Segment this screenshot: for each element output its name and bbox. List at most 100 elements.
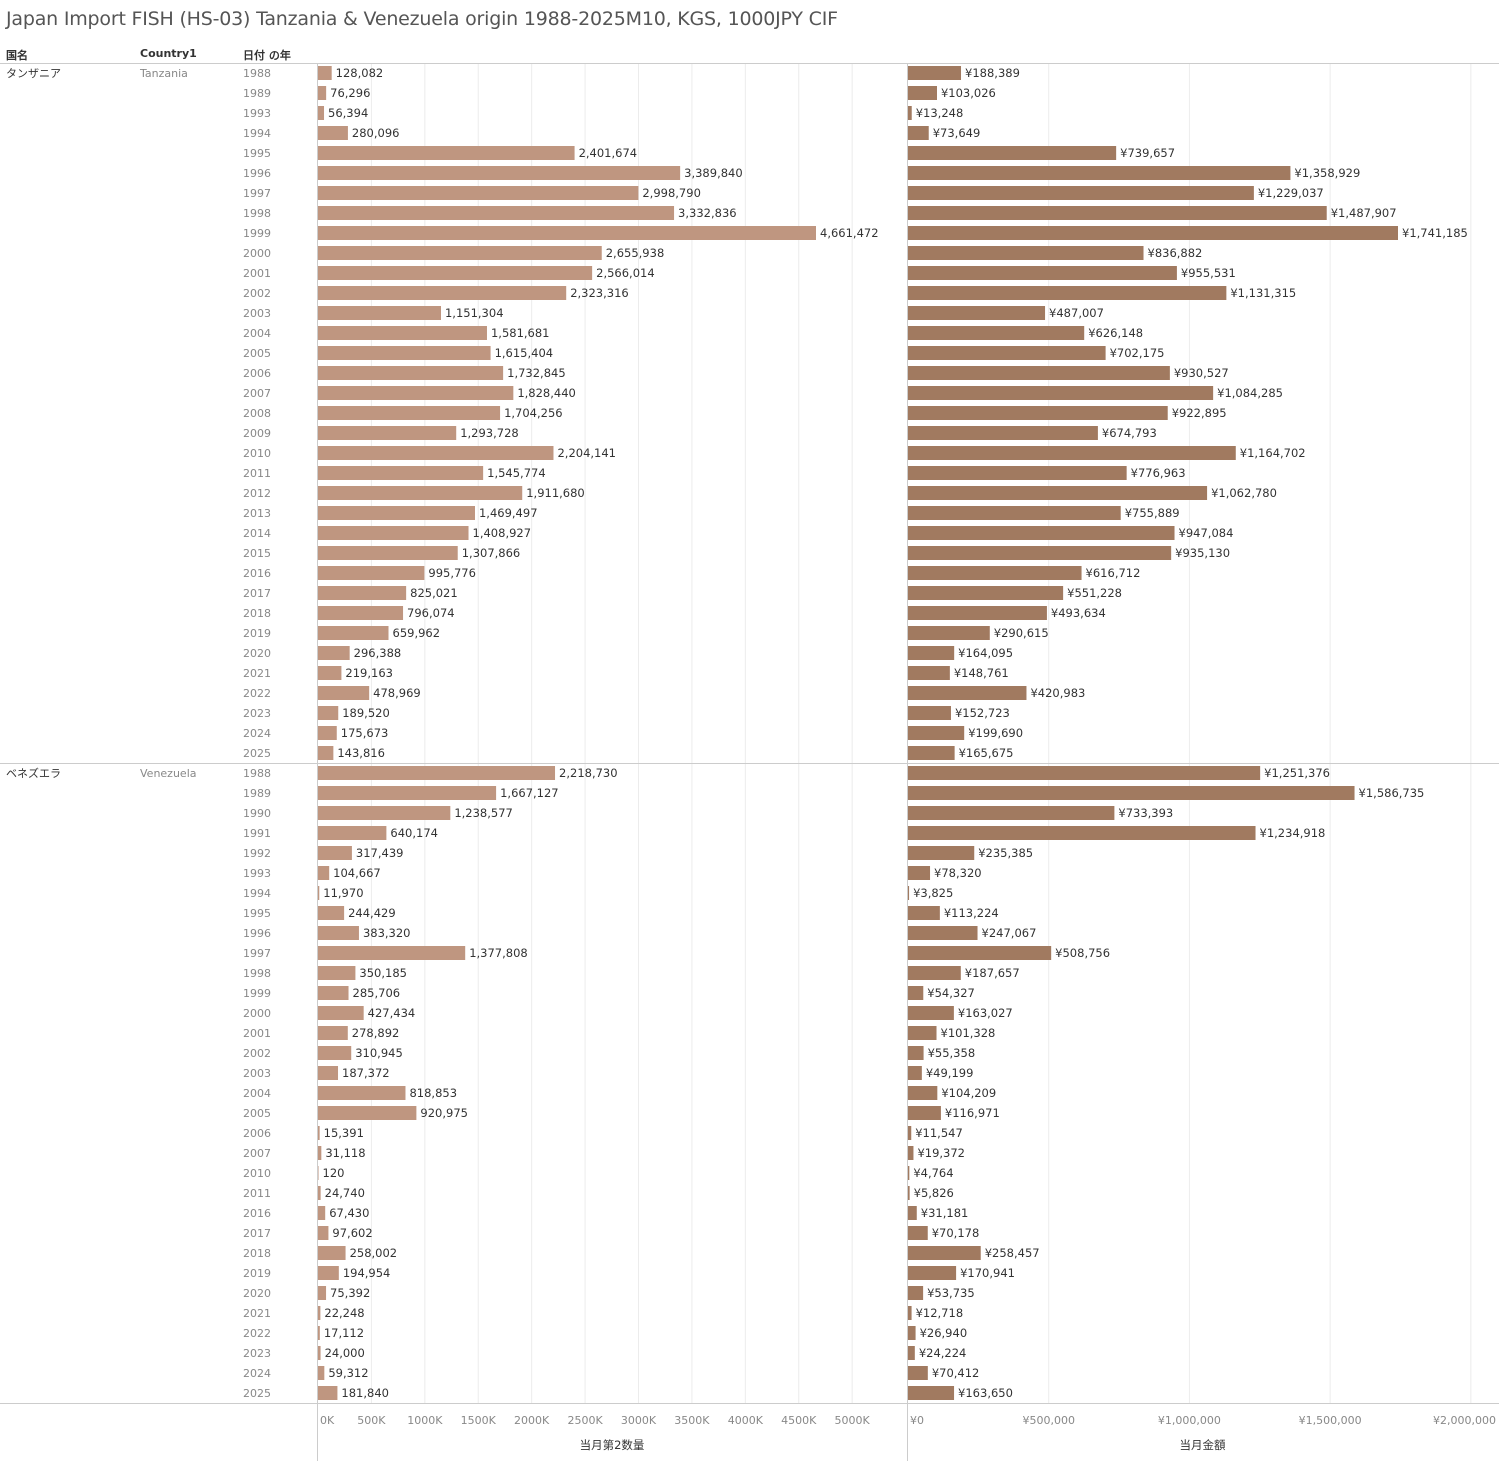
qty-data-label: 24,000 [325,1346,365,1360]
value-bar [908,666,950,680]
qty-data-label: 143,816 [337,746,385,760]
value-bar [908,606,1047,620]
qty-bar [318,546,458,560]
qty-bar [318,1266,339,1280]
qty-bar [318,626,389,640]
value-data-label: ¥487,007 [1049,306,1104,320]
value-data-label: ¥1,741,185 [1402,226,1468,240]
qty-bar [318,326,487,340]
qty-data-label: 296,388 [354,646,402,660]
value-bar [908,1066,922,1080]
year-label: 2010 [243,447,271,460]
value-bar [908,846,975,860]
qty-tick-label: 1000K [407,1414,443,1427]
qty-bar [318,746,334,760]
country-jp-label: タンザニア [6,67,61,80]
value-bar [908,1306,912,1320]
year-label: 2021 [243,667,271,680]
value-tick-label: ¥0 [910,1414,924,1427]
year-label: 2007 [243,1147,271,1160]
qty-bar [318,566,425,580]
value-data-label: ¥101,328 [941,1026,996,1040]
year-label: 1994 [243,887,271,900]
value-bar [908,806,1115,820]
qty-data-label: 1,408,927 [473,526,532,540]
value-bar [908,726,965,740]
qty-bar [318,966,356,980]
value-bar [908,366,1170,380]
value-bar [908,146,1117,160]
year-label: 2000 [243,247,271,260]
year-label: 1996 [243,167,271,180]
value-bar [908,346,1106,360]
qty-tick-label: 5000K [835,1414,871,1427]
year-label: 2018 [243,1247,271,1260]
value-bar [908,206,1327,220]
qty-bar [318,1026,348,1040]
qty-data-label: 75,392 [330,1286,370,1300]
value-data-label: ¥551,228 [1067,586,1122,600]
value-data-label: ¥1,358,929 [1294,166,1360,180]
value-bar [908,1366,928,1380]
value-data-label: ¥235,385 [978,846,1033,860]
qty-bar [318,686,370,700]
qty-data-label: 56,394 [328,106,368,120]
qty-bar [318,1046,352,1060]
qty-data-label: 4,661,472 [820,226,879,240]
value-bar [908,226,1398,240]
value-data-label: ¥1,131,315 [1230,286,1296,300]
year-label: 1995 [243,147,271,160]
value-data-label: ¥26,940 [920,1326,968,1340]
year-label: 2019 [243,1267,271,1280]
value-bar [908,166,1291,180]
qty-data-label: 187,372 [342,1066,390,1080]
value-bar [908,1206,917,1220]
qty-bar [318,106,325,120]
qty-data-label: 244,429 [348,906,396,920]
qty-data-label: 104,667 [333,866,381,880]
qty-bar [318,986,349,1000]
qty-bar [318,126,348,140]
qty-bar [318,346,491,360]
value-data-label: ¥163,650 [958,1386,1013,1400]
value-bar [908,1046,924,1060]
qty-data-label: 2,323,316 [570,286,629,300]
value-data-label: ¥1,586,735 [1359,786,1425,800]
qty-bar [318,906,345,920]
qty-data-label: 1,732,845 [507,366,566,380]
qty-bar [318,786,497,800]
qty-data-label: 3,332,836 [678,206,737,220]
value-data-label: ¥70,412 [932,1366,980,1380]
qty-bar [318,1286,327,1300]
value-data-label: ¥930,527 [1174,366,1229,380]
value-data-label: ¥170,941 [960,1266,1015,1280]
qty-bar [318,526,469,540]
value-data-label: ¥187,657 [965,966,1020,980]
value-bar [908,926,978,940]
qty-bar [318,366,504,380]
qty-data-label: 383,320 [363,926,411,940]
year-label: 1998 [243,207,271,220]
qty-bar [318,306,441,320]
qty-bar [318,1006,364,1020]
qty-data-label: 2,566,014 [596,266,655,280]
qty-data-label: 478,969 [373,686,421,700]
value-bar [908,86,937,100]
qty-data-label: 2,204,141 [557,446,616,460]
qty-tick-label: 3500K [674,1414,710,1427]
qty-data-label: 350,185 [359,966,407,980]
qty-bar [318,586,407,600]
value-bar [908,966,961,980]
qty-data-label: 1,828,440 [517,386,576,400]
value-bar [908,446,1236,460]
value-bar [908,526,1175,540]
header-year: 日付 の年 [243,49,291,62]
qty-tick-label: 3000K [621,1414,657,1427]
value-data-label: ¥49,199 [926,1066,974,1080]
value-data-label: ¥493,634 [1051,606,1106,620]
value-data-label: ¥70,178 [932,1226,980,1240]
qty-bar [318,146,575,160]
qty-data-label: 1,377,808 [469,946,528,960]
value-data-label: ¥104,209 [941,1086,996,1100]
